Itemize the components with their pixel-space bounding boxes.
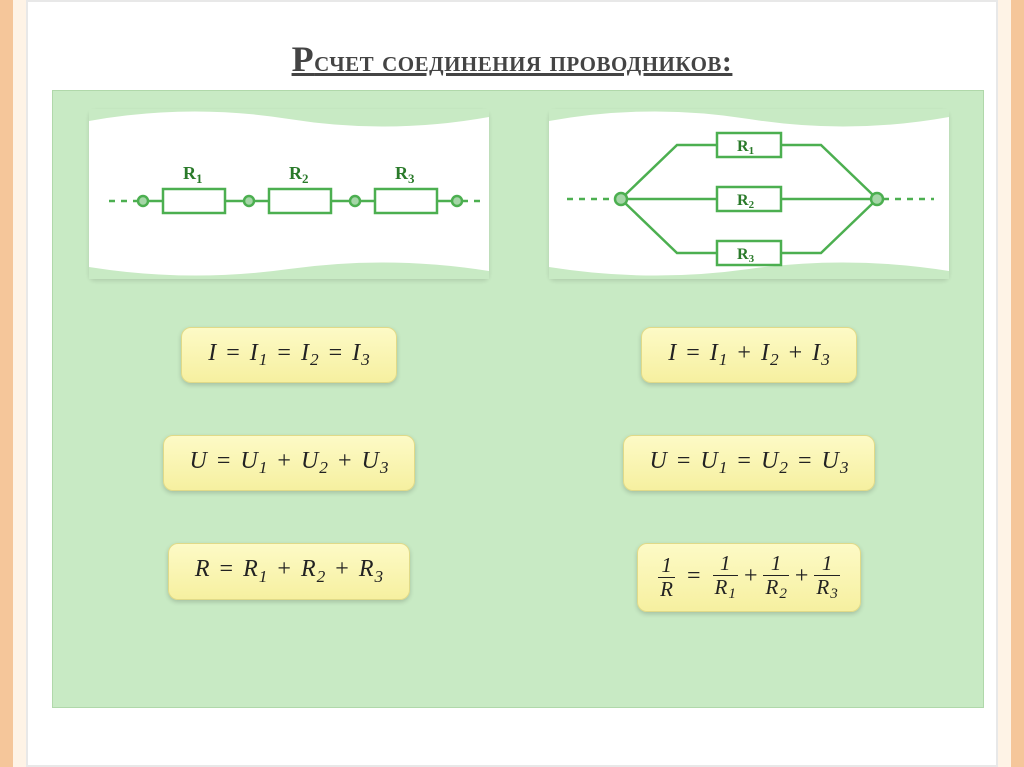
- series-r1-label: R1: [183, 163, 203, 186]
- series-r3-label: R3: [395, 163, 415, 186]
- parallel-resistance-formula: 1R = 1R1+1R2+1R3: [637, 543, 861, 611]
- slide-title: Рсчет соединения проводников:: [28, 38, 996, 80]
- series-diagram: R1 R2 R3: [89, 109, 489, 279]
- parallel-circuit-svg: R1 R2 R3: [549, 109, 949, 279]
- left-stripe: [0, 0, 26, 767]
- series-column: R1 R2 R3 I = I1 = I2 = I3 U = U1 + U2 + …: [89, 109, 489, 687]
- slide: Рсчет соединения проводников:: [26, 0, 998, 767]
- content-area: R1 R2 R3 I = I1 = I2 = I3 U = U1 + U2 + …: [52, 90, 984, 708]
- title-text: счет соединения проводников:: [314, 45, 732, 78]
- parallel-column: R1 R2 R3 I = I1 + I2 + I3 U = U1 = U2 = …: [549, 109, 949, 687]
- series-current-formula: I = I1 = I2 = I3: [181, 327, 397, 383]
- series-r2-label: R2: [289, 163, 309, 186]
- parallel-voltage-formula: U = U1 = U2 = U3: [623, 435, 876, 491]
- series-resistance-formula: R = R1 + R2 + R3: [168, 543, 410, 599]
- right-stripe: [998, 0, 1024, 767]
- series-voltage-formula: U = U1 + U2 + U3: [163, 435, 416, 491]
- parallel-current-formula: I = I1 + I2 + I3: [641, 327, 857, 383]
- series-circuit-svg: R1 R2 R3: [89, 109, 489, 279]
- parallel-diagram: R1 R2 R3: [549, 109, 949, 279]
